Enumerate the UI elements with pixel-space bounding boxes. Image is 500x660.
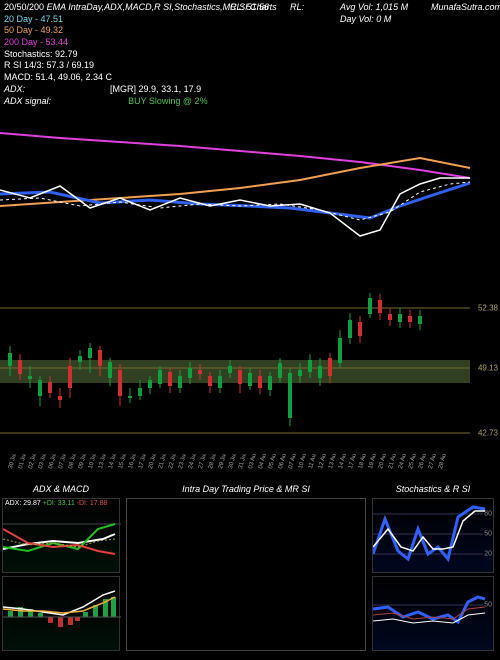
rsi-subpanel: 50 — [372, 576, 494, 651]
rl-label: RL: — [290, 2, 304, 14]
adx-macd-title: ADX & MACD — [2, 484, 120, 494]
dayvol-val: 0 M — [376, 14, 391, 24]
macd-label: MACD: 51.4, 49.06, 2.34 C — [4, 72, 500, 84]
macd-subpanel — [2, 576, 120, 651]
avgvol-lbl: Avg Vol: — [340, 2, 373, 12]
candlestick-panel: 52.3849.1342.7330 Jun01 Jul02 Jul03 Jul0… — [0, 258, 500, 458]
adx-mgr: [MGR] 29.9, 33.1, 17.9 — [110, 84, 201, 94]
title-prefix: 20/50/200 — [4, 2, 44, 12]
stoch-rsi-title: Stochastics & R SI — [372, 484, 494, 494]
rsi-label: R SI 14/3: 57.3 / 69.19 — [4, 60, 500, 72]
ema-lines-panel — [0, 98, 500, 248]
pdi-val: +DI: 33.11 — [43, 500, 77, 507]
ema200-label: 200 Day - 53.44 — [4, 37, 500, 49]
adx-signal-val: BUY Slowing @ 2% — [128, 96, 208, 106]
adx-subpanel: ADX: 29.87 +DI: 33.11 -DI: 17.88 — [2, 498, 120, 573]
avgvol-val: 1,015 M — [376, 2, 409, 12]
chart-header: 20/50/200 EMA IntraDay,ADX,MACD,R SI,Sto… — [0, 0, 500, 109]
dayvol-lbl: Day Vol: — [340, 14, 374, 24]
ema50-label: 50 Day - 49.32 — [4, 25, 500, 37]
intraday-subpanel — [126, 498, 366, 651]
mdi-val: -DI: 17.88 — [77, 500, 108, 507]
adx-lbl: ADX: — [4, 84, 25, 94]
adx-signal-lbl: ADX signal: — [4, 96, 51, 106]
stochastics-subpanel: 805020 — [372, 498, 494, 573]
intraday-title: Intra Day Trading Price & MR SI — [126, 484, 366, 494]
stochastics-label: Stochastics: 92.79 — [4, 49, 500, 61]
adx-val: ADX: 29.87 — [5, 500, 43, 507]
cl-val: 51.56 — [247, 2, 270, 12]
cl-lbl: CL: — [230, 2, 244, 12]
